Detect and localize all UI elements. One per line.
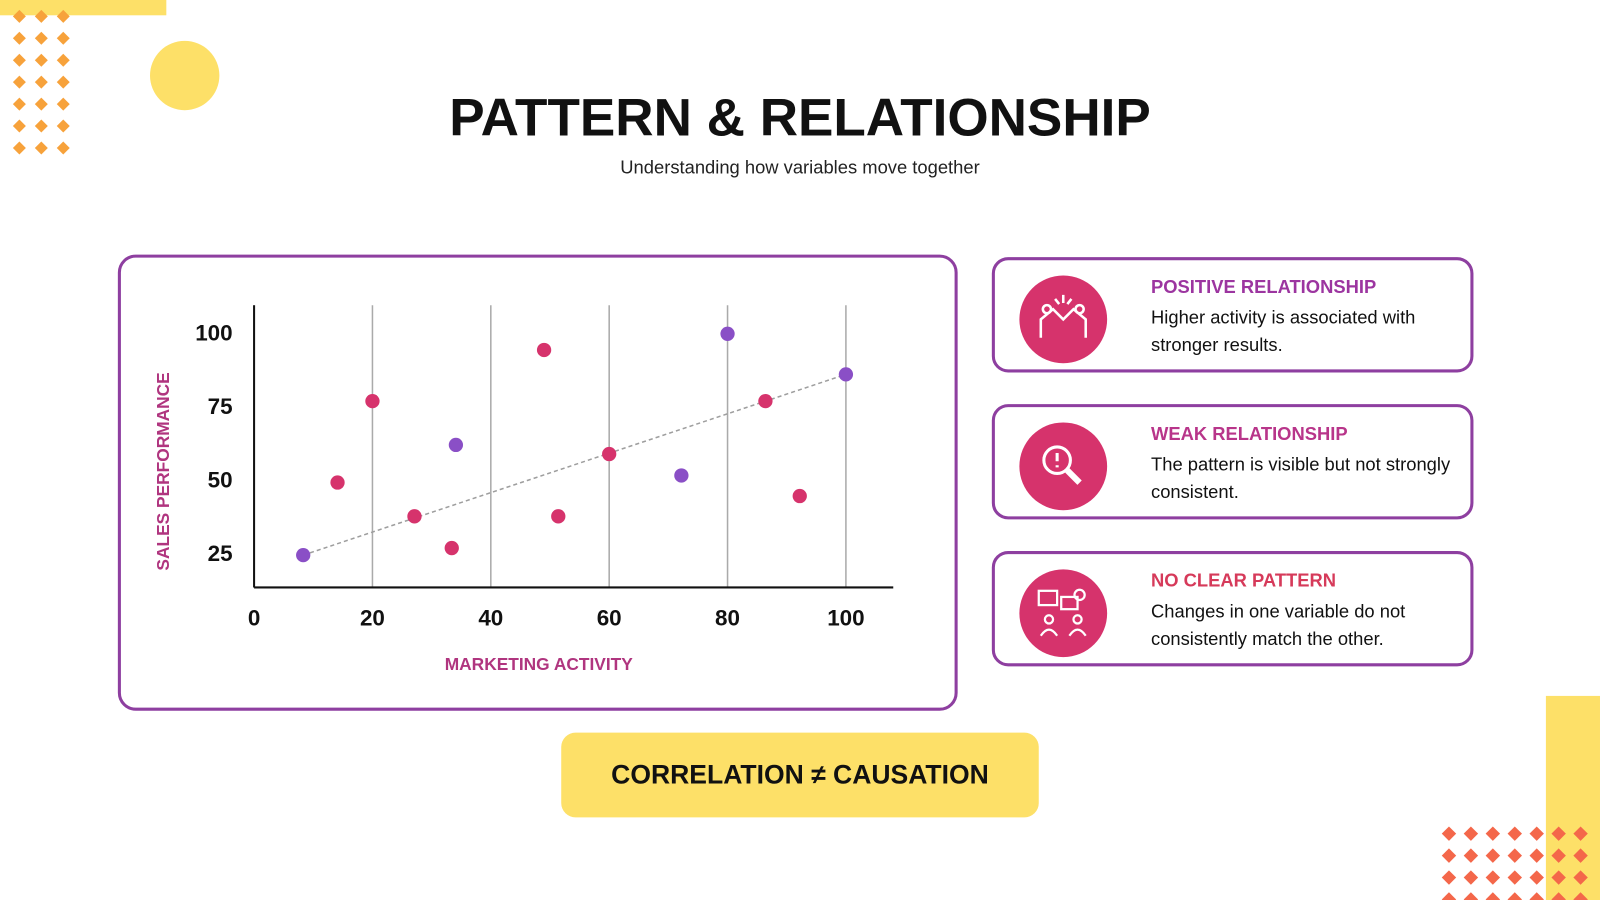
point — [758, 393, 773, 409]
deco-diamond — [56, 53, 70, 67]
deco-diamond — [1507, 870, 1522, 885]
point — [536, 342, 552, 358]
deco-diamond — [1463, 826, 1479, 841]
deco-diamond — [1485, 892, 1501, 900]
deco-diamond — [56, 9, 70, 23]
deco-diamond — [1529, 892, 1544, 900]
card-text: The pattern is visible but not strongly … — [1151, 454, 1451, 503]
card: WEAK RELATIONSHIP The pattern is visible… — [991, 404, 1474, 520]
deco-diamond — [1551, 826, 1566, 841]
deco-diamond — [12, 141, 26, 155]
title: PATTERN & RELATIONSHIP — [449, 88, 1151, 148]
deco-diamond — [56, 31, 70, 45]
deco-diamond — [1507, 826, 1522, 841]
deco-diamond — [1529, 826, 1544, 841]
point — [792, 488, 807, 504]
point — [330, 475, 345, 490]
deco-diamond — [1441, 892, 1457, 900]
x-tick-label: 80 — [715, 605, 740, 630]
deco-block — [1545, 695, 1600, 900]
deco-diamond — [1463, 892, 1479, 900]
card-title: POSITIVE RELATIONSHIP — [1151, 276, 1377, 297]
point — [838, 367, 854, 382]
card: NO CLEAR PATTERN Changes in one variable… — [991, 551, 1474, 667]
deco-diamond — [1441, 870, 1457, 885]
y-tick-label: 50 — [208, 468, 233, 493]
callout: CORRELATION ≠ CAUSATION — [561, 732, 1039, 818]
deco-diamond — [1507, 892, 1522, 900]
icon — [1019, 275, 1108, 364]
deco-diamond — [1485, 870, 1501, 885]
deco-diamond — [1485, 848, 1501, 863]
card-title: WEAK RELATIONSHIP — [1151, 423, 1348, 444]
x-tick-label: 0 — [248, 605, 260, 630]
deco-diamond — [34, 31, 48, 45]
deco-diamond — [1573, 870, 1588, 885]
deco-diamond — [1529, 870, 1544, 885]
y-tick-label: 25 — [208, 541, 233, 566]
deco-diamond — [1551, 848, 1566, 863]
y-tick-label: 75 — [208, 394, 233, 419]
trend-line — [302, 373, 847, 556]
card-text: Changes in one variable do not consisten… — [1151, 601, 1406, 649]
deco-diamond — [1463, 848, 1479, 863]
point — [602, 446, 617, 462]
point — [407, 509, 422, 524]
deco-diamond — [34, 141, 48, 155]
chart-panel — [117, 254, 958, 711]
deco-diamond — [1573, 826, 1588, 841]
x-tick-label: 40 — [478, 605, 503, 630]
deco-diamond — [1551, 892, 1566, 900]
y-axis-label: SALES PERFORMANCE — [153, 372, 173, 570]
deco-diamond — [12, 53, 26, 67]
deco-diamond — [1551, 870, 1566, 885]
subtitle: Understanding how variables move togethe… — [620, 157, 980, 178]
x-tick-label: 20 — [360, 605, 385, 630]
point — [551, 509, 566, 524]
card-title: NO CLEAR PATTERN — [1151, 570, 1337, 591]
deco-bar — [0, 0, 167, 16]
y-tick-label: 100 — [195, 321, 232, 346]
point — [674, 468, 689, 483]
card-text: Higher activity is associated with stron… — [1151, 307, 1416, 356]
deco-diamond — [56, 141, 70, 155]
point — [365, 393, 380, 409]
x-axis-label: MARKETING ACTIVITY — [445, 654, 633, 674]
deco-diamond — [1573, 892, 1588, 900]
point — [296, 547, 311, 563]
deco-diamond — [1441, 848, 1457, 863]
icon — [1019, 422, 1108, 511]
x-tick-label: 100 — [827, 605, 864, 630]
deco-diamond — [1573, 848, 1588, 863]
deco-diamond — [1507, 848, 1522, 863]
point — [448, 437, 464, 453]
deco-diamond — [12, 31, 26, 45]
icon — [1019, 569, 1108, 658]
deco-diamond — [1485, 826, 1501, 841]
deco-diamond — [34, 53, 48, 67]
deco-diamond — [12, 75, 26, 89]
deco-diamond — [34, 75, 48, 89]
deco-diamond — [1463, 870, 1479, 885]
deco-diamond — [56, 75, 70, 89]
deco-diamond — [1529, 848, 1544, 863]
deco-diamond — [1441, 826, 1457, 841]
x-tick-label: 60 — [597, 605, 622, 630]
callout-text: CORRELATION ≠ CAUSATION — [611, 759, 989, 790]
card: POSITIVE RELATIONSHIP Higher activity is… — [991, 257, 1474, 373]
point — [720, 326, 735, 341]
deco-circle — [149, 40, 220, 111]
chart: MARKETING ACTIVITY SALES PERFORMANCE 0 20… — [153, 305, 894, 674]
point — [444, 540, 459, 556]
